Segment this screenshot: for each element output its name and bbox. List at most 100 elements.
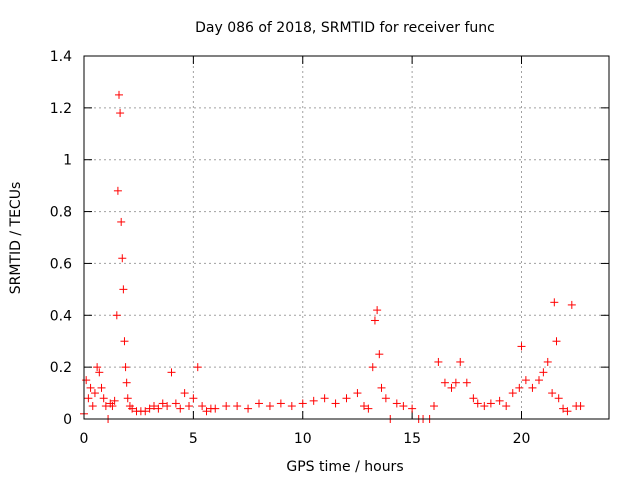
- y-tick-labels: 0 0.2 0.4 0.6 0.8 1 1.2 1.4: [50, 49, 72, 428]
- data-point: [559, 404, 568, 413]
- data-point: [84, 394, 93, 403]
- data-points: [80, 90, 585, 423]
- y-tick-label: 1.4: [50, 49, 72, 65]
- data-point: [364, 404, 373, 413]
- data-point: [287, 402, 296, 411]
- data-point: [408, 404, 417, 413]
- data-point: [377, 383, 386, 392]
- y-tick-label: 0.2: [50, 360, 72, 376]
- data-point: [548, 389, 557, 398]
- data-point: [171, 399, 180, 408]
- data-point: [373, 306, 382, 315]
- data-point: [120, 337, 129, 346]
- data-point: [392, 399, 401, 408]
- data-point: [233, 402, 242, 411]
- data-point: [119, 285, 128, 294]
- data-point: [298, 399, 307, 408]
- data-point: [576, 402, 585, 411]
- y-tick-label: 1.2: [50, 101, 72, 117]
- data-point: [93, 363, 102, 372]
- data-point: [430, 402, 438, 411]
- data-point: [451, 378, 460, 387]
- data-point: [116, 109, 125, 118]
- data-point: [154, 404, 163, 413]
- data-point: [462, 378, 471, 387]
- data-point: [567, 300, 576, 309]
- data-point: [353, 389, 362, 398]
- data-point: [495, 396, 504, 405]
- data-point: [115, 90, 123, 99]
- x-tick-label: 10: [294, 431, 312, 447]
- data-point: [123, 394, 132, 403]
- data-point: [158, 399, 167, 408]
- data-point: [543, 357, 552, 366]
- data-point: [95, 368, 104, 377]
- data-point: [121, 363, 130, 372]
- data-point: [368, 363, 377, 372]
- data-point: [456, 357, 465, 366]
- data-point: [360, 402, 368, 411]
- data-point: [163, 402, 172, 411]
- data-point: [255, 399, 263, 408]
- data-point: [90, 389, 99, 398]
- data-point: [128, 404, 137, 413]
- data-point: [447, 383, 456, 392]
- x-tick-label: 20: [513, 431, 531, 447]
- data-point: [110, 396, 119, 405]
- data-point: [381, 394, 390, 403]
- x-tick-label: 5: [189, 431, 198, 447]
- x-tick-label: 0: [80, 431, 89, 447]
- data-point: [141, 407, 150, 416]
- x-tick-labels: 0 5 10 15 20: [80, 431, 531, 447]
- data-point: [193, 363, 202, 372]
- data-point: [480, 402, 489, 411]
- data-point: [202, 407, 211, 416]
- data-point: [244, 404, 253, 413]
- data-point: [434, 357, 443, 366]
- grid: [84, 56, 609, 419]
- y-axis-label: SRMTID / TECUs: [8, 182, 24, 295]
- data-point: [342, 394, 351, 403]
- plot-frame: [83, 55, 610, 420]
- data-point: [473, 399, 482, 408]
- data-point: [554, 394, 563, 403]
- data-point: [508, 389, 517, 398]
- data-point: [113, 186, 122, 195]
- data-point: [222, 402, 231, 411]
- data-point: [180, 389, 189, 398]
- data-point: [122, 378, 131, 387]
- y-tick-label: 0: [63, 412, 72, 428]
- data-point: [112, 311, 121, 320]
- data-point: [320, 394, 329, 403]
- data-point: [563, 407, 572, 416]
- data-point: [331, 399, 340, 408]
- data-point: [276, 399, 285, 408]
- data-point: [176, 404, 185, 413]
- data-point: [117, 217, 126, 226]
- data-point: [370, 316, 379, 325]
- data-point: [528, 383, 537, 392]
- data-point: [198, 402, 207, 411]
- data-point: [399, 402, 408, 411]
- data-point: [265, 402, 274, 411]
- data-point: [88, 402, 97, 411]
- plot-background: [84, 56, 609, 419]
- data-point: [515, 383, 524, 392]
- data-point: [145, 404, 154, 413]
- data-point: [539, 368, 548, 377]
- data-point: [375, 350, 384, 359]
- data-point: [469, 394, 478, 403]
- data-point: [535, 376, 543, 385]
- data-point: [108, 402, 117, 411]
- x-axis-label: GPS time / hours: [286, 459, 403, 475]
- data-point: [550, 298, 559, 307]
- data-point: [502, 402, 511, 411]
- data-point: [118, 254, 127, 263]
- y-tick-label: 0.8: [50, 205, 72, 221]
- y-tick-label: 0.4: [50, 308, 72, 324]
- data-point: [309, 396, 318, 405]
- data-point: [185, 402, 193, 411]
- data-point: [552, 337, 561, 346]
- data-point: [189, 394, 198, 403]
